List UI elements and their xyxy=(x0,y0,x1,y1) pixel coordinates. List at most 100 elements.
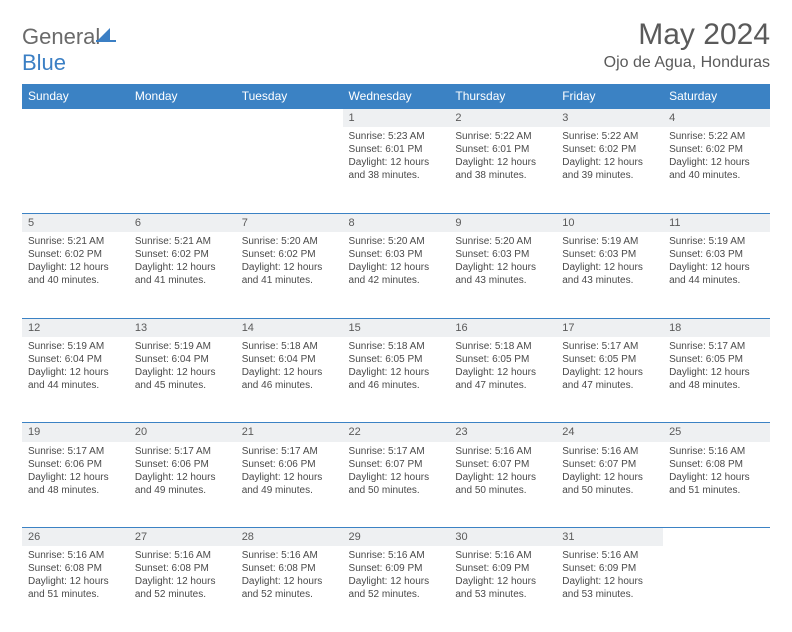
day-number-cell: 28 xyxy=(236,528,343,547)
day-number-cell: 21 xyxy=(236,423,343,442)
sunset-line: Sunset: 6:09 PM xyxy=(349,562,444,575)
sunset-line: Sunset: 6:07 PM xyxy=(455,458,550,471)
sunset-line: Sunset: 6:03 PM xyxy=(455,248,550,261)
sunrise-line: Sunrise: 5:16 AM xyxy=(669,445,764,458)
sunset-line: Sunset: 6:05 PM xyxy=(669,353,764,366)
day-data-cell: Sunrise: 5:17 AMSunset: 6:07 PMDaylight:… xyxy=(343,442,450,528)
day-number-cell: 25 xyxy=(663,423,770,442)
day-data-cell: Sunrise: 5:18 AMSunset: 6:04 PMDaylight:… xyxy=(236,337,343,423)
sunrise-line: Sunrise: 5:22 AM xyxy=(455,130,550,143)
sunrise-line: Sunrise: 5:17 AM xyxy=(135,445,230,458)
daylight-line: Daylight: 12 hours and 38 minutes. xyxy=(455,156,550,182)
sunrise-line: Sunrise: 5:20 AM xyxy=(242,235,337,248)
calendar-table: SundayMondayTuesdayWednesdayThursdayFrid… xyxy=(22,84,770,632)
daylight-line: Daylight: 12 hours and 47 minutes. xyxy=(455,366,550,392)
day-number-cell: 20 xyxy=(129,423,236,442)
sunset-line: Sunset: 6:08 PM xyxy=(28,562,123,575)
sunset-line: Sunset: 6:06 PM xyxy=(28,458,123,471)
weekday-header: Tuesday xyxy=(236,84,343,109)
day-number-cell: 18 xyxy=(663,318,770,337)
day-number-cell: 30 xyxy=(449,528,556,547)
daylight-line: Daylight: 12 hours and 43 minutes. xyxy=(455,261,550,287)
page-title: May 2024 xyxy=(604,18,770,52)
sunrise-line: Sunrise: 5:16 AM xyxy=(562,549,657,562)
day-data-cell: Sunrise: 5:19 AMSunset: 6:03 PMDaylight:… xyxy=(556,232,663,318)
day-data-row: Sunrise: 5:19 AMSunset: 6:04 PM Daylight:… xyxy=(22,337,770,423)
day-data-cell: Sunrise: 5:16 AMSunset: 6:08 PMDaylight:… xyxy=(129,546,236,632)
daylight-line: Daylight: 12 hours and 50 minutes. xyxy=(349,471,444,497)
daylight-line: Daylight: 12 hours and 46 minutes. xyxy=(349,366,444,392)
day-data-cell: Sunrise: 5:21 AMSunset: 6:02 PMDaylight:… xyxy=(129,232,236,318)
daylight-line: Daylight: 12 hours and 52 minutes. xyxy=(135,575,230,601)
sunset-line: Sunset: 6:07 PM xyxy=(349,458,444,471)
sunset-line: Sunset: 6:02 PM xyxy=(242,248,337,261)
daylight-line: Daylight: 12 hours and 53 minutes. xyxy=(455,575,550,601)
weekday-header: Sunday xyxy=(22,84,129,109)
sunrise-line: Sunrise: 5:21 AM xyxy=(28,235,123,248)
day-number-cell xyxy=(236,109,343,128)
sunset-line: Sunset: 6:01 PM xyxy=(349,143,444,156)
sunrise-line: Sunrise: 5:19 AM xyxy=(28,340,123,353)
sunrise-line: Sunrise: 5:17 AM xyxy=(562,340,657,353)
daylight-line: Daylight: 12 hours and 41 minutes. xyxy=(242,261,337,287)
sunrise-line: Sunrise: 5:18 AM xyxy=(242,340,337,353)
day-data-cell xyxy=(129,127,236,213)
sunset-line: Sunset: 6:02 PM xyxy=(562,143,657,156)
daylight-line: Daylight: 12 hours and 39 minutes. xyxy=(562,156,657,182)
logo: General Blue xyxy=(22,18,118,76)
title-block: May 2024 Ojo de Agua, Honduras xyxy=(604,18,770,72)
sunrise-line: Sunrise: 5:16 AM xyxy=(349,549,444,562)
daylight-line: Daylight: 12 hours and 49 minutes. xyxy=(135,471,230,497)
day-number-cell: 24 xyxy=(556,423,663,442)
daylight-line: Daylight: 12 hours and 41 minutes. xyxy=(135,261,230,287)
sunrise-line: Sunrise: 5:18 AM xyxy=(455,340,550,353)
sunset-line: Sunset: 6:01 PM xyxy=(455,143,550,156)
day-number-cell: 5 xyxy=(22,213,129,232)
day-data-cell: Sunrise: 5:17 AMSunset: 6:06 PMDaylight:… xyxy=(22,442,129,528)
sunset-line: Sunset: 6:04 PM xyxy=(28,353,123,366)
day-data-cell: Sunrise: 5:19 AMSunset: 6:04 PMDaylight:… xyxy=(129,337,236,423)
day-number-cell: 31 xyxy=(556,528,663,547)
day-number-cell: 29 xyxy=(343,528,450,547)
daylight-line: Daylight: 12 hours and 48 minutes. xyxy=(28,471,123,497)
day-number-cell: 17 xyxy=(556,318,663,337)
sunrise-line: Sunrise: 5:16 AM xyxy=(242,549,337,562)
day-data-cell: Sunrise: 5:16 AMSunset: 6:07 PMDaylight:… xyxy=(449,442,556,528)
weekday-header: Friday xyxy=(556,84,663,109)
sunset-line: Sunset: 6:02 PM xyxy=(669,143,764,156)
daylight-line: Daylight: 12 hours and 46 minutes. xyxy=(242,366,337,392)
sunrise-line: Sunrise: 5:16 AM xyxy=(455,549,550,562)
daylight-line: Daylight: 12 hours and 43 minutes. xyxy=(562,261,657,287)
sunset-line: Sunset: 6:06 PM xyxy=(242,458,337,471)
sunset-line: Sunset: 6:03 PM xyxy=(669,248,764,261)
day-number-row: 1234 xyxy=(22,109,770,128)
daylight-line: Daylight: 12 hours and 47 minutes. xyxy=(562,366,657,392)
sunset-line: Sunset: 6:03 PM xyxy=(562,248,657,261)
day-data-cell: Sunrise: 5:22 AMSunset: 6:01 PMDaylight:… xyxy=(449,127,556,213)
sunrise-line: Sunrise: 5:16 AM xyxy=(135,549,230,562)
daylight-line: Daylight: 12 hours and 40 minutes. xyxy=(669,156,764,182)
sunrise-line: Sunrise: 5:19 AM xyxy=(669,235,764,248)
day-data-row: Sunrise: 5:16 AMSunset: 6:08 PMDaylight:… xyxy=(22,546,770,632)
day-data-cell: Sunrise: 5:20 AMSunset: 6:03 PMDaylight:… xyxy=(449,232,556,318)
daylight-line: Daylight: 12 hours and 42 minutes. xyxy=(349,261,444,287)
sunset-line: Sunset: 6:06 PM xyxy=(135,458,230,471)
weekday-header: Monday xyxy=(129,84,236,109)
day-data-cell: Sunrise: 5:19 AMSunset: 6:03 PMDaylight:… xyxy=(663,232,770,318)
day-number-cell xyxy=(663,528,770,547)
day-data-row: Sunrise: 5:23 AMSunset: 6:01 PMDaylight:… xyxy=(22,127,770,213)
daylight-line: Daylight: 12 hours and 51 minutes. xyxy=(28,575,123,601)
day-number-cell: 6 xyxy=(129,213,236,232)
sunrise-line: Sunrise: 5:22 AM xyxy=(669,130,764,143)
sunset-line: Sunset: 6:05 PM xyxy=(349,353,444,366)
sunrise-line: Sunrise: 5:21 AM xyxy=(135,235,230,248)
sunrise-line: Sunrise: 5:16 AM xyxy=(28,549,123,562)
sunset-line: Sunset: 6:02 PM xyxy=(135,248,230,261)
day-number-cell: 16 xyxy=(449,318,556,337)
daylight-line: Daylight: 12 hours and 45 minutes. xyxy=(135,366,230,392)
day-number-cell: 11 xyxy=(663,213,770,232)
day-data-cell: Sunrise: 5:16 AMSunset: 6:08 PMDaylight:… xyxy=(236,546,343,632)
sunrise-line: Sunrise: 5:16 AM xyxy=(455,445,550,458)
sunset-line: Sunset: 6:03 PM xyxy=(349,248,444,261)
day-data-cell: Sunrise: 5:18 AMSunset: 6:05 PMDaylight:… xyxy=(449,337,556,423)
